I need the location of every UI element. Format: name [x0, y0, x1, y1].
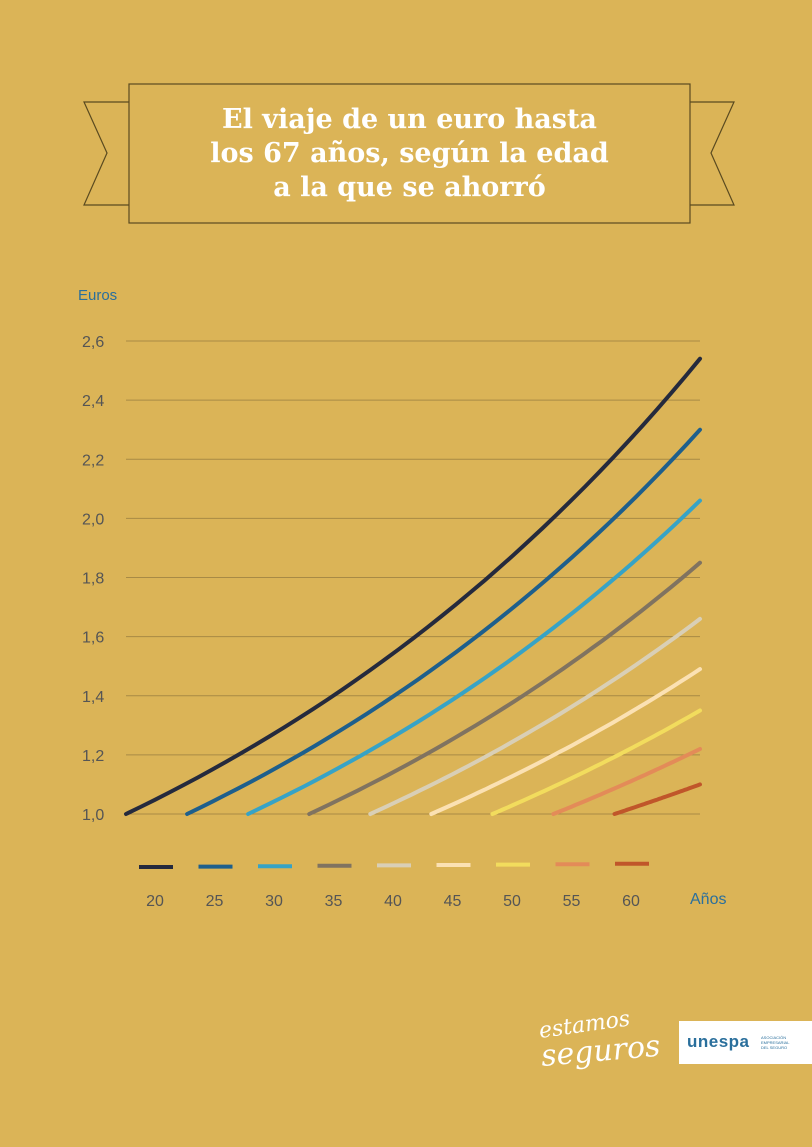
- ribbon-left-tail: [83, 101, 129, 206]
- chart-grid: [126, 340, 700, 815]
- series-line-age-20: [124, 356, 702, 816]
- series-line-age-60: [612, 782, 702, 816]
- legend-label-25: 25: [206, 893, 224, 910]
- y-tick-labels: 1,0 1,2 1,4 1,6 1,8 2,0 2,2 2,4 2,6: [82, 334, 104, 824]
- unespa-logo: unespa ASOCIACIÓN EMPRESARIAL DEL SEGURO: [679, 1021, 812, 1064]
- unespa-tagline-2: EMPRESARIAL: [761, 1040, 790, 1045]
- unespa-tagline-1: ASOCIACIÓN: [761, 1035, 787, 1040]
- series-line-age-55: [551, 747, 702, 816]
- x-axis-label: Años: [690, 891, 726, 908]
- title-line-1: El viaje de un euro hasta: [222, 103, 597, 135]
- legend-label-50: 50: [503, 893, 521, 910]
- series-line-age-30: [246, 498, 702, 816]
- ribbon-box: [128, 83, 691, 224]
- chart-series: [124, 356, 702, 816]
- series-line-age-40: [368, 616, 702, 816]
- unespa-tagline-3: DEL SEGURO: [761, 1045, 788, 1050]
- legend-label-40: 40: [384, 893, 402, 910]
- legend-label-60: 60: [622, 893, 640, 910]
- series-line-age-35: [307, 560, 702, 816]
- title-line-3: a la que se ahorró: [273, 171, 546, 203]
- series-line-age-25: [185, 427, 702, 816]
- y-axis-label: Euros: [78, 287, 117, 304]
- unespa-logo-tagline: ASOCIACIÓN EMPRESARIAL DEL SEGURO: [761, 1035, 809, 1050]
- estamos-seguros-logo: estamos seguros: [537, 1006, 661, 1074]
- y-tick-label: 1,4: [82, 689, 104, 706]
- legend-label-55: 55: [563, 893, 581, 910]
- legend-label-30: 30: [265, 893, 283, 910]
- y-tick-label: 2,0: [82, 511, 104, 528]
- y-tick-label: 2,2: [82, 452, 104, 469]
- series-line-age-50: [490, 708, 702, 816]
- y-tick-label: 1,0: [82, 807, 104, 824]
- y-tick-label: 1,6: [82, 630, 104, 647]
- ribbon-right-tail: [690, 101, 735, 206]
- title-line-2: los 67 años, según la edad: [210, 137, 609, 169]
- legend-label-35: 35: [325, 893, 343, 910]
- legend-label-20: 20: [146, 893, 164, 910]
- page-title: El viaje de un euro hasta los 67 años, s…: [129, 84, 690, 223]
- legend-label-45: 45: [444, 893, 462, 910]
- unespa-logo-word: unespa: [687, 1032, 750, 1051]
- y-tick-label: 2,6: [82, 334, 104, 351]
- chart-legend: 20 25 30 35 40 45 50 55 60: [139, 861, 649, 910]
- y-tick-label: 1,8: [82, 571, 104, 588]
- y-tick-label: 1,2: [82, 748, 104, 765]
- y-tick-label: 2,4: [82, 393, 104, 410]
- title-ribbon: [83, 83, 735, 224]
- series-line-age-45: [429, 667, 702, 816]
